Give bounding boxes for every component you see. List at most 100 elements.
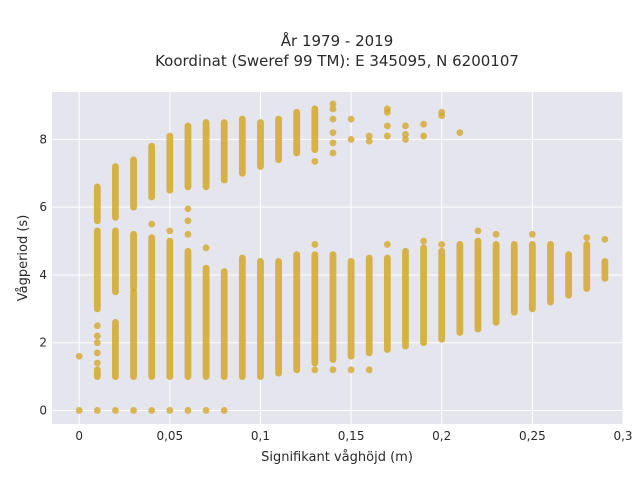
data-point-range — [93, 183, 101, 225]
data-point — [93, 349, 101, 357]
data-point-range — [528, 241, 536, 313]
data-point — [438, 108, 446, 116]
data-point-range — [402, 247, 409, 350]
data-point — [492, 230, 500, 238]
data-point-range — [166, 237, 174, 380]
data-point-range — [184, 247, 192, 380]
data-point — [148, 407, 156, 414]
data-point — [202, 244, 210, 252]
data-point — [166, 407, 174, 414]
data-point-range — [257, 119, 264, 170]
data-point-range — [420, 244, 428, 347]
data-point-range — [347, 257, 355, 360]
data-point-range — [130, 288, 137, 380]
data-point — [456, 129, 464, 137]
data-point — [365, 137, 373, 145]
data-point-range — [311, 105, 319, 153]
data-point — [474, 227, 482, 235]
y-axis-label: Vågperiod (s) — [16, 215, 31, 302]
y-tick-label: 8 — [39, 132, 47, 146]
data-point — [329, 149, 337, 157]
data-point-range — [202, 119, 210, 191]
data-point — [438, 241, 446, 248]
data-point — [220, 407, 228, 414]
data-point-range — [238, 115, 246, 177]
data-point — [93, 332, 101, 340]
data-point-range — [474, 237, 482, 333]
data-point-range — [383, 254, 391, 353]
data-point-range — [293, 251, 301, 374]
data-point — [184, 217, 192, 225]
data-point-range — [311, 251, 319, 367]
data-point — [329, 115, 337, 123]
data-point — [420, 132, 428, 140]
data-point-range — [583, 241, 591, 292]
data-point — [93, 359, 101, 367]
x-tick-label: 0 — [75, 429, 83, 443]
data-point — [112, 407, 119, 414]
data-point — [365, 366, 373, 374]
data-point — [184, 205, 192, 213]
y-tick-label: 2 — [39, 336, 47, 350]
data-point — [528, 230, 536, 238]
data-point — [383, 132, 391, 140]
data-point — [347, 136, 355, 143]
data-point-range — [166, 132, 174, 194]
data-point — [402, 136, 409, 143]
data-point-range — [184, 122, 192, 191]
x-tick-label: 0,1 — [251, 429, 270, 443]
data-point-range — [93, 227, 101, 313]
data-point — [347, 366, 355, 374]
data-point-range — [547, 241, 554, 306]
data-point-range — [510, 241, 518, 316]
data-point — [93, 339, 101, 347]
data-point — [184, 407, 192, 414]
data-point — [311, 241, 319, 248]
data-point — [383, 122, 391, 130]
data-point — [166, 227, 174, 235]
data-point-range — [202, 264, 210, 380]
data-point-range — [220, 268, 228, 380]
data-point-range — [148, 142, 156, 201]
data-point — [202, 407, 210, 414]
data-point — [347, 115, 355, 123]
data-point-range — [275, 115, 282, 164]
plot-area — [52, 92, 623, 424]
data-point — [383, 105, 391, 113]
y-tick-label: 6 — [39, 200, 47, 214]
data-point — [402, 122, 409, 130]
data-point-range — [329, 251, 337, 364]
data-point — [329, 100, 337, 108]
data-point-range — [492, 241, 500, 326]
data-point — [329, 139, 337, 147]
y-tick-label: 0 — [39, 403, 47, 417]
data-point — [420, 120, 428, 128]
data-points — [75, 100, 609, 414]
data-point — [329, 366, 337, 374]
data-point-range — [293, 108, 301, 157]
data-point — [329, 129, 337, 137]
data-point — [148, 220, 156, 228]
x-tick-label: 0,2 — [432, 429, 451, 443]
data-point-range — [257, 257, 264, 380]
data-point-range — [275, 257, 282, 377]
data-point — [365, 132, 373, 140]
y-tick-label: 4 — [39, 268, 47, 282]
data-point — [402, 130, 409, 138]
data-point-range — [601, 257, 609, 282]
x-axis-label: Signifikant våghöjd (m) — [261, 450, 413, 465]
x-tick-label: 0,3 — [613, 429, 632, 443]
data-point — [130, 407, 137, 414]
data-point — [311, 366, 319, 374]
data-point-range — [130, 156, 137, 211]
data-point-range — [220, 119, 228, 184]
data-point-range — [438, 247, 446, 343]
tick-labels: 0 0,05 0,1 0,15 0,2 0,25 0,3 0 2 4 6 8 — [39, 132, 632, 443]
chart-title-line-1: År 1979 - 2019 — [281, 31, 394, 50]
data-point — [420, 237, 428, 245]
x-tick-label: 0,05 — [156, 429, 183, 443]
chart-title-line-2: Koordinat (Sweref 99 TM): E 345095, N 62… — [155, 52, 519, 70]
data-point — [93, 322, 101, 330]
data-point-range — [565, 251, 573, 299]
